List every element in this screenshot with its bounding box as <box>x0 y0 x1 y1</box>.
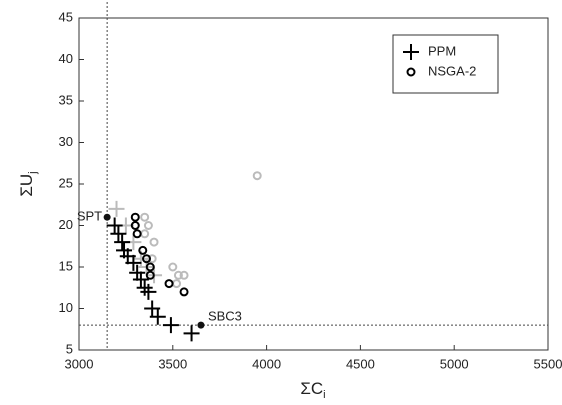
point <box>130 221 140 230</box>
x-label-sub: i <box>323 389 325 401</box>
point <box>149 237 159 247</box>
legend-label: NSGA-2 <box>428 63 476 78</box>
point <box>108 200 125 217</box>
point <box>140 283 157 300</box>
point <box>138 245 148 255</box>
y-axis-label: ΣUj <box>17 171 38 196</box>
point <box>136 279 153 296</box>
y-tick-label: 45 <box>59 9 73 24</box>
y-label-sub: j <box>27 171 39 174</box>
y-tick-label: 5 <box>66 341 73 356</box>
point <box>140 229 150 239</box>
legend-marker <box>403 44 419 60</box>
point <box>164 279 174 289</box>
x-tick-label: 5500 <box>534 356 562 371</box>
point <box>183 325 200 342</box>
point <box>132 271 149 288</box>
point-label: SPT <box>77 209 102 224</box>
y-tick-label: 15 <box>59 258 73 273</box>
point <box>172 279 182 289</box>
point <box>162 317 179 334</box>
highlight-point <box>197 321 205 329</box>
point <box>142 254 152 264</box>
point <box>173 270 183 280</box>
point <box>114 234 131 251</box>
y-tick-label: 40 <box>59 51 73 66</box>
point-label: SBC3 <box>208 309 242 324</box>
point <box>125 254 142 271</box>
y-label-main: ΣU <box>17 174 36 197</box>
x-tick-label: 5000 <box>440 356 469 371</box>
point <box>132 229 142 239</box>
point <box>130 212 140 222</box>
x-axis-label: ΣCi <box>300 379 325 400</box>
y-tick-label: 25 <box>59 175 73 190</box>
point <box>143 221 153 230</box>
legend-marker <box>406 67 416 77</box>
highlight-point <box>103 213 111 221</box>
point <box>140 212 150 222</box>
y-tick-label: 35 <box>59 92 73 107</box>
point <box>252 171 262 181</box>
point <box>179 270 189 280</box>
point <box>145 270 155 280</box>
x-tick-label: 3000 <box>65 356 94 371</box>
y-tick-label: 20 <box>59 217 73 232</box>
point <box>168 262 178 272</box>
x-tick-label: 4500 <box>346 356 375 371</box>
point <box>145 262 155 272</box>
point <box>129 264 146 281</box>
point <box>106 217 123 234</box>
legend-label: PPM <box>428 43 456 58</box>
y-tick-label: 10 <box>59 300 73 315</box>
point <box>110 225 127 242</box>
point <box>179 287 189 297</box>
point <box>144 300 161 317</box>
point <box>149 308 166 325</box>
y-tick-label: 30 <box>59 134 73 149</box>
point <box>147 254 157 264</box>
x-label-main: ΣC <box>300 379 323 398</box>
x-tick-label: 3500 <box>158 356 187 371</box>
x-tick-label: 4000 <box>252 356 281 371</box>
